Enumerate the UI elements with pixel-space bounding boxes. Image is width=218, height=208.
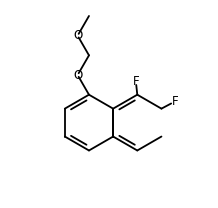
Text: F: F [133,75,140,88]
Text: F: F [172,95,178,108]
Text: O: O [73,29,82,42]
Text: O: O [73,68,82,82]
